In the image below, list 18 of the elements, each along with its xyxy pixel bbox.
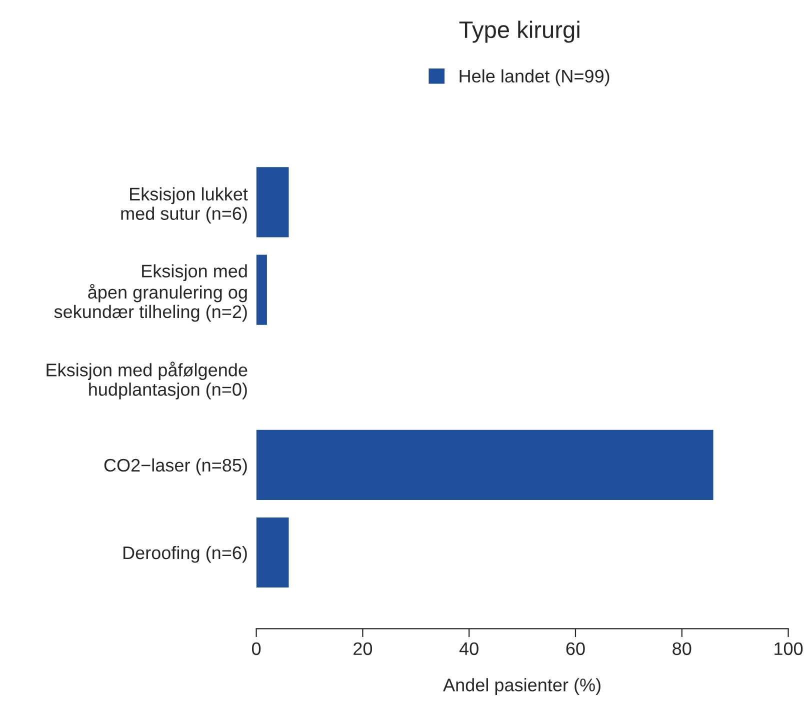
- bar: [256, 254, 267, 325]
- x-tick-label: 40: [459, 642, 478, 656]
- y-tick-label: Eksisjon lukket med sutur (n=6): [121, 187, 248, 224]
- x-tick-label: 20: [354, 642, 372, 656]
- bar: [256, 430, 714, 500]
- legend-label: Hele landet (N=99): [460, 69, 610, 86]
- x-tick-label: 0: [252, 642, 261, 656]
- x-tick-label: 60: [566, 642, 585, 656]
- x-tick-label: 100: [774, 642, 803, 656]
- y-tick-label: Eksisjon med åpen granulering og sekundær tilheling (n=2): [54, 264, 247, 322]
- bar: [256, 517, 289, 588]
- x-axis-title: Andel pasienter (%): [443, 678, 600, 695]
- y-tick-label: CO2−laser (n=85): [104, 458, 247, 476]
- x-tick-label: 80: [672, 642, 692, 656]
- y-tick-label: Eksisjon med påfølgende hudplantasjon (n=0): [46, 362, 248, 400]
- bar: [256, 167, 289, 238]
- chart-title: Type kirurgi: [459, 20, 580, 43]
- y-tick-label: Deroofing (n=6): [124, 546, 247, 563]
